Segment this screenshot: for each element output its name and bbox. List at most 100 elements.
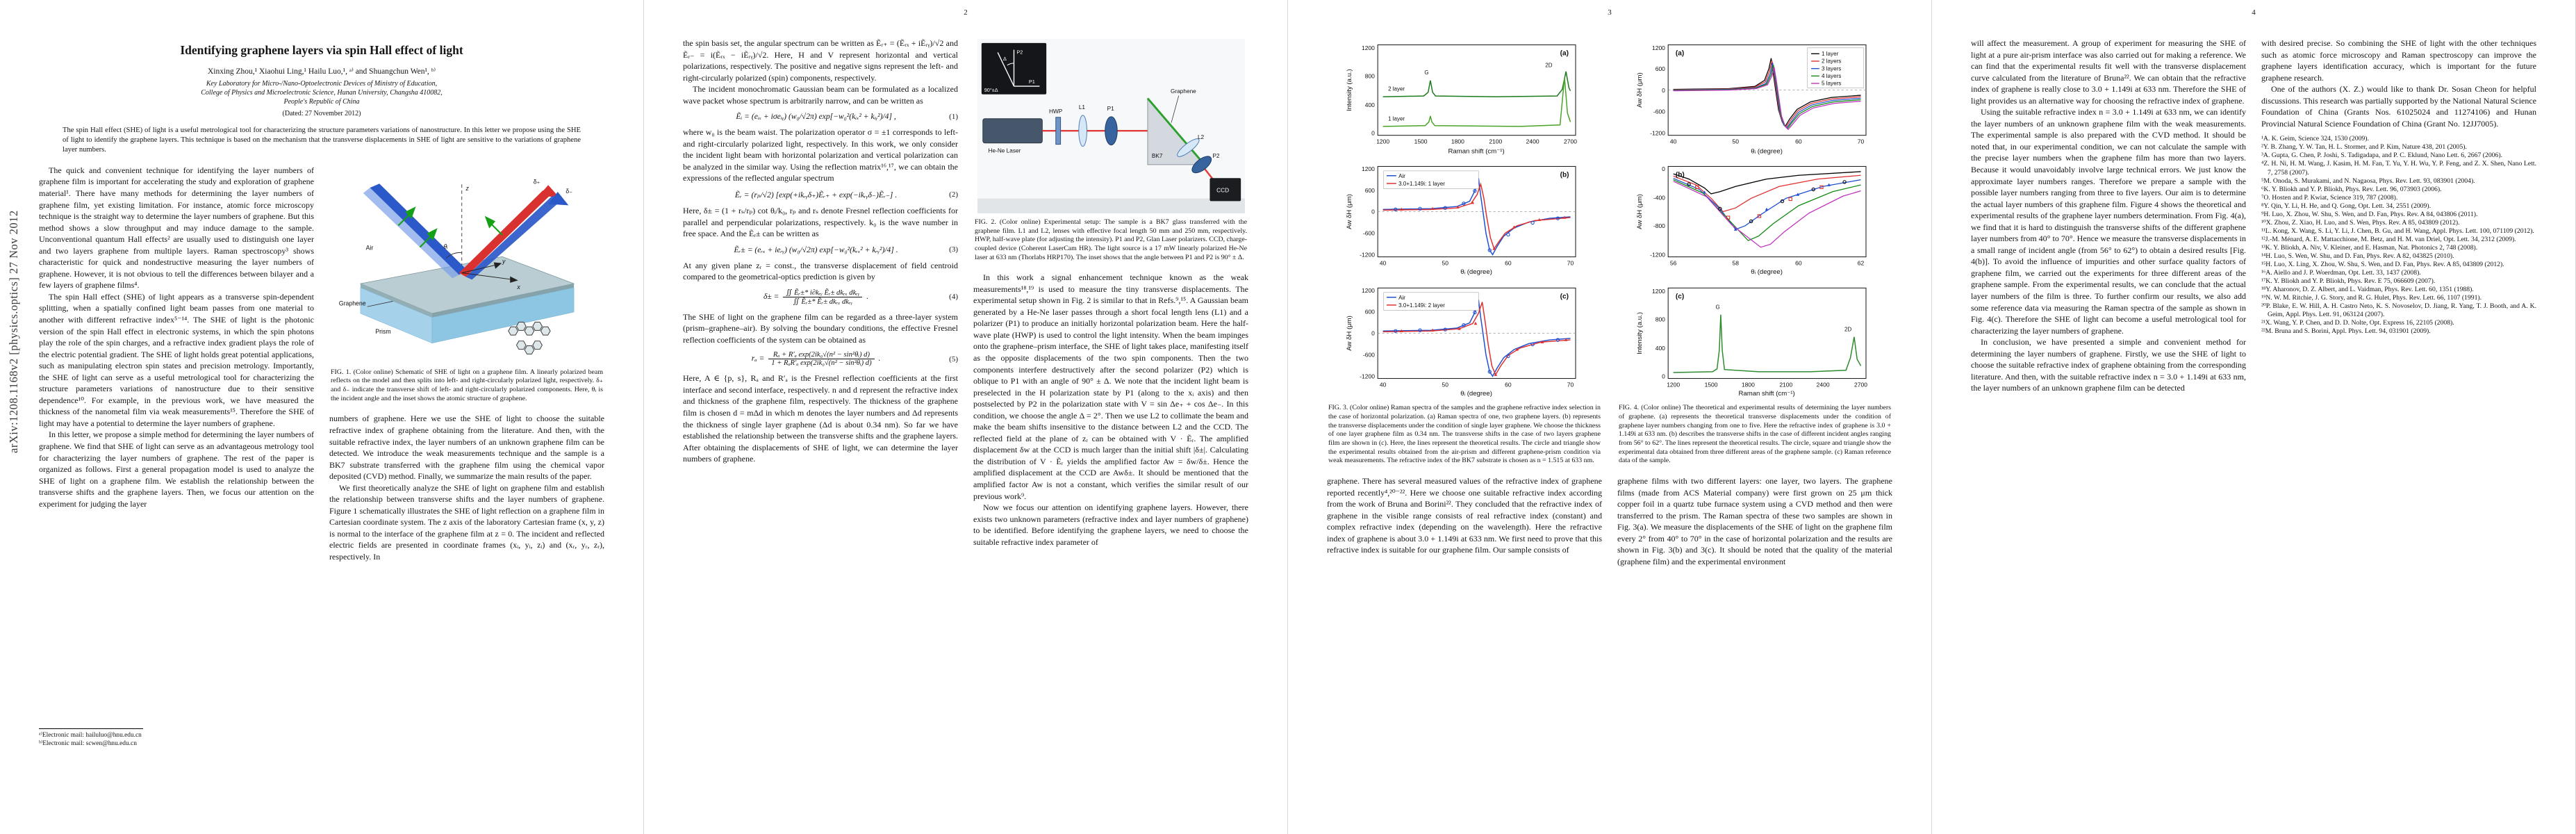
tick-label: -1200 [1360, 252, 1375, 259]
tick-label: 40 [1670, 138, 1677, 145]
air-data-points [1394, 310, 1560, 374]
paragraph: the spin basis set, the angular spectrum… [683, 38, 958, 83]
paragraph: graphene. There has several measured val… [1327, 476, 1602, 555]
reference-item: ¹¹L. Kong, X. Wang, S. Li, Y. Li, J. Che… [2261, 227, 2534, 235]
paragraph: In this letter, we propose a simple meth… [39, 430, 314, 509]
tick-label: 50 [1733, 138, 1740, 145]
lens-2 [1176, 138, 1200, 157]
graphene-leader-line [367, 300, 393, 307]
raman-reference-curve [1673, 314, 1862, 373]
y-axis-label: y [502, 258, 506, 265]
paragraph: In this work a signal enhancement techni… [973, 272, 1248, 501]
tick-label: 0 [1371, 208, 1375, 215]
paper-header: Identifying graphene layers via spin Hal… [39, 43, 604, 155]
air-data-points [1394, 188, 1560, 252]
affiliation-line-2: College of Physics and Microelectronic S… [201, 89, 443, 97]
reference-item: ¹A. K. Geim, Science 324, 1530 (2009). [2261, 135, 2369, 143]
tick-label: 1200 [1376, 138, 1389, 145]
curve-1layer [1673, 171, 1861, 195]
page-2: 2 the spin basis set, the angular spectr… [644, 0, 1288, 834]
inset-p1-label: P1 [1028, 79, 1034, 85]
figure-3-panel-c: Air 3.0+1.149i: 2 layer (c) 1200 600 0 -… [1346, 287, 1576, 398]
figure-3: G 2D 2 layer 1 layer (a) 1200 800 400 0 … [1327, 39, 1602, 473]
page1-left-column: The quick and convenient technique for i… [39, 165, 314, 749]
equation-1-number: (1) [949, 112, 958, 121]
equation-1-body: Ẽᵢ = (eᵢₓ + iσeᵢᵧ) (w₀/√2π) exp[−w₀²(kᵢₓ… [736, 112, 896, 122]
equation-2: Ẽᵣ = (rₚ/√2) [exp(+ikᵣᵧδ₊)Ẽᵣ₊ + exp(−ikᵣ… [683, 190, 958, 199]
paragraph: The spin Hall effect (SHE) of light appe… [39, 291, 314, 428]
page4-right-column: with desired precise. So combining the S… [2261, 38, 2536, 815]
tick-label: 58 [1733, 259, 1740, 266]
tick-label: 1200 [1362, 287, 1375, 294]
tick-label: 60 [1795, 138, 1802, 145]
reference-item: ¹⁰X. Zhou, Z. Xiao, H. Luo, and S. Wen, … [2261, 218, 2460, 227]
tick-label: 1500 [1705, 381, 1718, 388]
paragraph: will affect the measurement. A group of … [1971, 38, 2246, 106]
paragraph: with desired precise. So combining the S… [2261, 38, 2536, 83]
figure-3-image: G 2D 2 layer 1 layer (a) 1200 800 400 0 … [1346, 44, 1577, 398]
p1-label: P1 [1107, 106, 1114, 112]
figure-2-caption: FIG. 2. (Color online) Experimental setu… [975, 218, 1247, 261]
curve-5layers [1673, 67, 1861, 131]
paragraph: In conclusion, we have presented a simpl… [1971, 337, 2246, 393]
footnote-rule [39, 728, 143, 729]
panel-tag: (c) [1676, 293, 1684, 300]
graphene-lattice-inset [507, 321, 551, 354]
tick-label: -600 [1363, 352, 1375, 359]
equation-3-number: (3) [949, 245, 958, 254]
paragraph: graphene films with two different layers… [1617, 476, 1892, 566]
reference-item: ³A. Gupta, G. Chen, P. Joshi, S. Tadigad… [2261, 152, 2503, 160]
graphene-data-points [1399, 201, 1567, 250]
tick-label: 0 [1371, 330, 1375, 337]
ccd-label: CCD [1216, 188, 1229, 194]
tick-label: 1200 [1362, 44, 1375, 51]
acknowledgment: One of the authors (X. Z.) would like to… [2261, 84, 2536, 129]
tick-label: -400 [1653, 194, 1665, 201]
authors-line: Xinxing Zhou,¹ Xiaohui Ling,¹ Hailu Luo,… [207, 67, 436, 76]
reference-list: ¹A. K. Geim, Science 324, 1530 (2009). ²Y… [2261, 135, 2536, 336]
panel-tag: (b) [1676, 171, 1685, 179]
reference-item: ⁷O. Hosten and P. Kwiat, Science 319, 78… [2261, 193, 2398, 202]
tick-label: -1200 [1650, 252, 1665, 259]
curve-2layers [1673, 174, 1861, 213]
raman-curve-2layer [1382, 71, 1571, 97]
tick-label: 1200 [1362, 165, 1375, 172]
y-axis-label: Intensity (a.u.) [1636, 312, 1644, 354]
tick-label: 2100 [1779, 381, 1792, 388]
inset-p2-label: P2 [1016, 49, 1023, 55]
equation-5: rₐ = Rₐ + R′ₐ exp(2ik₀√(n² − sin²θᵢ) d) … [683, 351, 958, 367]
equation-1: Ẽᵢ = (eᵢₓ + iσeᵢᵧ) (w₀/√2π) exp[−w₀²(kᵢₓ… [683, 112, 958, 121]
equation-5-lhs: rₐ = [751, 354, 765, 363]
y-axis-label: Intensity (a.u.) [1346, 69, 1353, 111]
page-number: 3 [1608, 8, 1612, 17]
coordinate-axes [461, 262, 518, 283]
figure-1-caption: FIG. 1. (Color online) Schematic of SHE … [331, 368, 603, 402]
x-axis-label: θᵢ (degree) [1751, 147, 1783, 155]
legend-entry: 4 layers [1822, 73, 1841, 79]
affiliation-line-1: Key Laboratory for Micro-/Nano-Optoelect… [206, 80, 438, 88]
paragraph: At any given plane zᵣ = const., the tran… [683, 260, 958, 282]
paragraph: where w₀ is the beam waist. The polariza… [683, 127, 958, 183]
graphene-label: Graphene [338, 300, 365, 306]
delta-plus-label: δ₊ [533, 178, 540, 185]
hwp-label: HWP [1049, 108, 1063, 115]
affiliation-line-3: People's Republic of China [283, 98, 360, 106]
curve-5layers [1673, 181, 1861, 248]
tick-label: 600 [1365, 187, 1375, 194]
x-axis-label: θᵢ (degree) [1460, 268, 1492, 276]
paragraph: Using the suitable refractive index n = … [1971, 107, 2246, 336]
panel-tag: (a) [1676, 49, 1684, 57]
date-line: (Dated: 27 November 2012) [282, 110, 361, 117]
tick-label: 2700 [1564, 138, 1577, 145]
reference-item: ⁴Z. H. Ni, H. M. Wang, J. Kasim, H. M. F… [2261, 160, 2536, 177]
tick-label: 2100 [1489, 138, 1502, 145]
reference-item: ²¹X. Wang, Y. P. Chen, and D. D. Nolte, … [2261, 319, 2454, 327]
tick-label: -1200 [1360, 373, 1375, 380]
legend-entry: 3.0+1.149i: 1 layer [1398, 181, 1445, 187]
footnotes: ᵃ⁾Electronic mail: hailuluo@hnu.edu.cn ᵇ… [39, 724, 314, 749]
figure-4: 1 layer 2 layers 3 layers 4 layers 5 lay… [1617, 39, 1892, 473]
tick-label: 0 [1662, 165, 1665, 172]
equation-4: δ± = ∬ Ẽᵣ±* i∂kᵣᵧ Ẽᵣ± dkᵣₓ dkᵣᵧ ∬ Ẽᵣ±* Ẽ… [683, 288, 958, 306]
equation-4-numerator: ∬ Ẽᵣ±* i∂kᵣᵧ Ẽᵣ± dkᵣₓ dkᵣᵧ [783, 288, 863, 297]
prism-label: Prism [375, 328, 390, 335]
